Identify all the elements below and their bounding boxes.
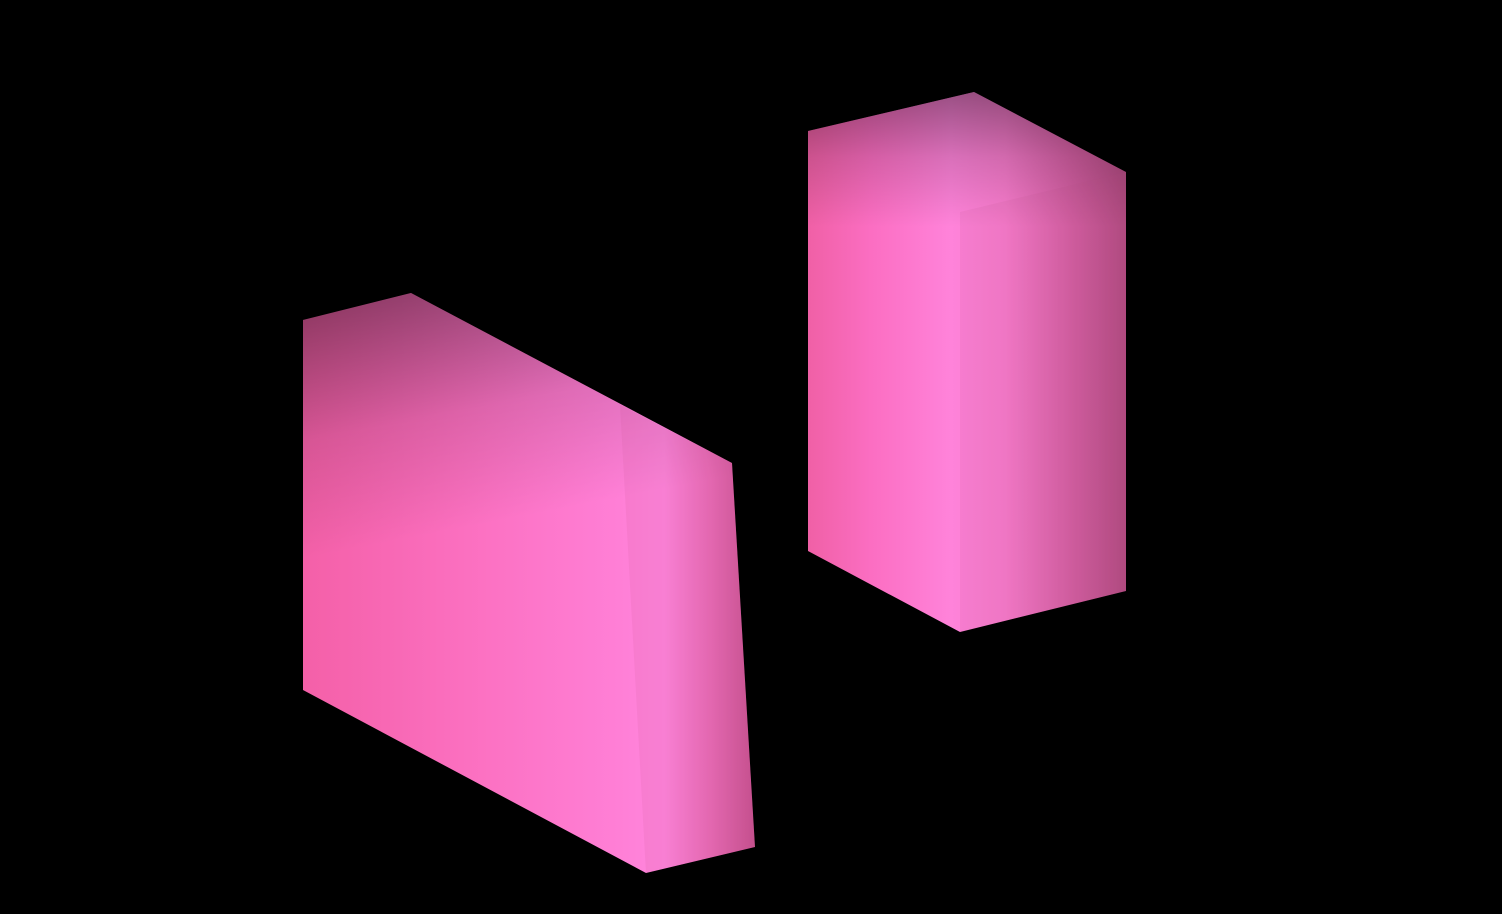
right-box-top-shade [808, 92, 1126, 632]
left-box-top-shade [303, 293, 755, 873]
right-box [808, 92, 1126, 632]
left-box [303, 293, 755, 873]
left-box-side-face [620, 405, 755, 873]
right-box-side-face [960, 172, 1126, 632]
